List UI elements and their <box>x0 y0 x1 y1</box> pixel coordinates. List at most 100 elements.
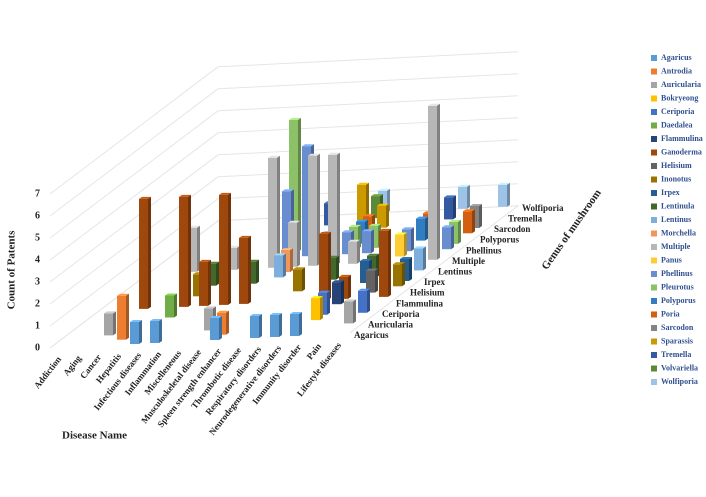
bar <box>332 280 344 305</box>
bar-top <box>270 313 282 315</box>
legend-swatch <box>651 284 657 291</box>
y-tick-label: 1 <box>35 320 40 331</box>
legend-label: Morchella <box>661 228 696 237</box>
depth-tick-label: Tremella <box>508 213 543 223</box>
bar-side <box>357 239 360 264</box>
bar <box>165 293 177 318</box>
bar <box>239 235 251 304</box>
bar-top <box>319 231 331 234</box>
bar <box>139 196 151 309</box>
bar-front <box>165 295 174 318</box>
bar-top <box>342 230 354 233</box>
bar-front <box>366 270 375 293</box>
legend-label: Lentinula <box>661 201 694 210</box>
legend-swatch <box>651 68 657 75</box>
bar-side <box>148 196 151 309</box>
bar-side <box>341 280 344 305</box>
bar <box>274 253 286 278</box>
bar-side <box>437 103 440 260</box>
bar-top <box>377 203 389 206</box>
bar-top <box>165 293 177 296</box>
x-axis-title: Disease Name <box>62 430 127 442</box>
bar-front <box>327 257 336 280</box>
legend-swatch <box>651 163 657 169</box>
bar-front <box>358 290 367 313</box>
bar-side <box>388 228 391 297</box>
legend-swatch <box>651 352 657 358</box>
bar-top <box>428 103 440 106</box>
bar-top <box>339 274 351 277</box>
bar-front <box>293 269 302 292</box>
bar-side <box>507 182 510 207</box>
bar-front <box>371 196 380 219</box>
bar-front <box>193 274 202 297</box>
bar <box>290 312 302 336</box>
legend-swatch <box>651 325 657 331</box>
legend-label: Flammulina <box>661 134 703 143</box>
bar-top <box>268 155 280 158</box>
legend-swatch <box>651 271 657 277</box>
y-tick-label: 7 <box>35 188 40 199</box>
bar-side <box>228 192 231 305</box>
bar-side <box>259 314 262 338</box>
bar-side <box>226 310 229 335</box>
bar-front <box>219 194 228 305</box>
y-tick-label: 2 <box>35 298 40 309</box>
bar <box>395 232 407 257</box>
legend-label: Ganoderma <box>661 147 702 156</box>
bar-top <box>371 194 383 197</box>
bar-top <box>250 314 262 316</box>
bar-top <box>356 219 368 222</box>
bar <box>219 192 231 305</box>
depth-tick-label: Auricularia <box>368 319 413 329</box>
bar <box>348 239 360 264</box>
bar-front <box>274 255 283 278</box>
y-tick-label: 6 <box>35 210 40 221</box>
bar-top <box>282 189 294 192</box>
bar-front <box>319 233 328 300</box>
bar <box>428 103 440 260</box>
legend-swatch <box>651 230 657 237</box>
bar-front <box>290 314 299 336</box>
bar-top <box>104 311 116 314</box>
bar-top <box>395 232 407 235</box>
bar-front <box>348 241 357 264</box>
bar-front <box>442 227 451 250</box>
depth-tick-label: Agaricus <box>354 330 389 340</box>
depth-tick-label: Polyporus <box>480 235 520 245</box>
bar-front <box>458 186 467 209</box>
bar <box>104 311 116 336</box>
bar-top <box>470 204 482 206</box>
grid-line <box>49 205 519 349</box>
bar-top <box>367 253 379 256</box>
bar-top <box>498 182 510 185</box>
bar-front <box>250 316 259 338</box>
bar-top <box>379 228 391 231</box>
bar-side <box>298 117 301 252</box>
bar-top <box>117 293 129 296</box>
bar-side <box>216 261 219 286</box>
depth-tick-label: Multiple <box>452 256 485 266</box>
bar-side <box>353 299 356 324</box>
bar-side <box>277 155 280 268</box>
bar-side <box>188 194 191 307</box>
bar <box>377 203 389 228</box>
bar-side <box>256 259 259 284</box>
bar <box>308 153 320 266</box>
bar-side <box>371 229 374 254</box>
bar-side <box>411 227 414 252</box>
bar-front <box>302 146 311 257</box>
legend-swatch <box>651 95 657 102</box>
bar-top <box>130 320 142 322</box>
bar-front <box>328 154 337 265</box>
bar-top <box>378 188 390 191</box>
bar-top <box>293 267 305 270</box>
legend-label: Antrodia <box>661 66 692 75</box>
bar-top <box>363 214 375 217</box>
legend-label: Phellinus <box>661 269 693 278</box>
bar-front <box>239 237 248 304</box>
bar-side <box>348 274 351 299</box>
bar-side <box>302 267 305 292</box>
bar <box>463 209 475 234</box>
